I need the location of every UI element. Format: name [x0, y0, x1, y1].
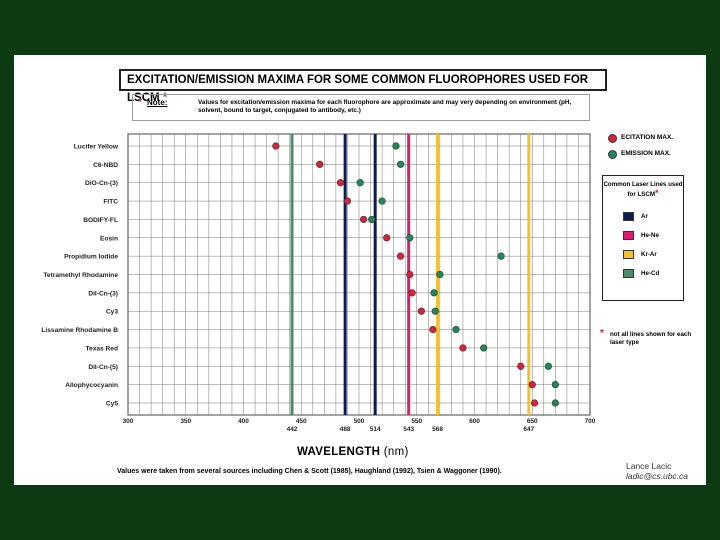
note-asterisk: *	[138, 97, 142, 108]
laser-kr-ar-label: Kr-Ar	[641, 251, 657, 258]
emission-point	[452, 325, 460, 334]
legend-excitation-label: ECITATION MAX.	[621, 134, 674, 141]
fluorophore-label: Cy5	[106, 401, 118, 408]
fluorophore-label: Propidium Iodide	[64, 254, 118, 261]
fluorophore-label: BODIFY-FL	[83, 217, 118, 224]
excitation-point	[429, 325, 437, 334]
emission-point	[480, 344, 488, 352]
legend-emission-label: EMISSION MAX.	[621, 150, 671, 157]
fluorophore-label: Lucifer Yellow	[74, 144, 119, 151]
excitation-point	[459, 344, 467, 352]
x-tick-label: 300	[123, 418, 134, 425]
fluorophore-label: FITC	[103, 199, 118, 206]
emission-point	[378, 197, 386, 205]
fluorophore-label: Texas Red	[86, 345, 119, 352]
excitation-point	[517, 362, 525, 370]
emission-point	[551, 399, 559, 407]
emission-marker-icon	[608, 150, 617, 159]
laser-line-label-568: 568	[432, 426, 443, 433]
legend-emission: EMISSION MAX.	[606, 148, 706, 164]
emission-point	[431, 307, 439, 315]
excitation-point	[272, 142, 280, 150]
excitation-point	[396, 252, 405, 260]
x-tick-label: 550	[411, 418, 422, 425]
emission-point	[396, 160, 405, 168]
author-name: Lance Lacic	[626, 461, 672, 471]
fluorophore-label: DiI-Cn-(5)	[88, 364, 118, 371]
fluorophore-label: C6-NBD	[93, 162, 118, 169]
laser-line-label-543: 543	[403, 426, 414, 433]
x-tick-label: 500	[354, 418, 365, 425]
excitation-point	[360, 215, 368, 224]
emission-point	[430, 289, 438, 297]
excitation-point	[528, 381, 536, 389]
emission-point	[356, 179, 364, 187]
emission-point	[497, 252, 505, 260]
fluorophore-label: DiO-Cn-(3)	[85, 180, 118, 187]
x-tick-label: 350	[180, 418, 191, 425]
laser-ar-label: Ar	[641, 213, 648, 220]
excitation-point	[417, 307, 425, 315]
x-axis-label: WAVELENGTH	[297, 446, 381, 458]
laser-legend-box: Common Laser Lines used for LSCM* Ar He-…	[602, 175, 684, 301]
excitation-point	[336, 179, 345, 187]
fluorophore-label: DiI-Cn-(3)	[88, 290, 118, 297]
emission-point	[551, 381, 559, 389]
laser-line-label-442: 442	[287, 426, 298, 433]
excitation-point	[343, 197, 352, 205]
laser-line-label-647: 647	[523, 426, 534, 433]
excitation-marker-icon	[608, 134, 617, 143]
laser-he-cd-swatch	[623, 269, 634, 278]
laser-line-label-514: 514	[370, 426, 381, 433]
fluorophore-label: Eosin	[100, 235, 118, 242]
laser-he-ne-swatch	[623, 231, 634, 240]
legend-excitation: ECITATION MAX.	[606, 132, 706, 148]
chart-title-box: EXCITATION/EMISSION MAXIMA FOR SOME COMM…	[119, 69, 607, 104]
x-axis-title: WAVELENGTH (nm)	[297, 446, 409, 458]
fluorophore-label: Tetramethyl Rhodamine	[43, 272, 118, 279]
laser-legend-title: Common Laser Lines used for LSCM*	[603, 181, 683, 199]
x-tick-label: 400	[238, 418, 249, 425]
emission-point	[392, 142, 400, 150]
x-axis-unit: (nm)	[383, 446, 409, 458]
sources-footnote: Values were taken from several sources i…	[117, 468, 502, 475]
marker-legend: ECITATION MAX. EMISSION MAX.	[606, 132, 706, 164]
x-tick-label: 650	[527, 418, 538, 425]
laser-kr-ar-swatch	[623, 250, 634, 259]
author-email: ladic@cs.ubc.ca	[626, 471, 689, 481]
laser-line-label-488: 488	[340, 426, 351, 433]
laser-he-cd-label: He-Cd	[641, 270, 660, 277]
slide-panel: EXCITATION/EMISSION MAXIMA FOR SOME COMM…	[14, 55, 706, 485]
x-tick-label: 450	[296, 418, 307, 425]
note-label: Note:	[147, 98, 168, 107]
x-tick-label: 700	[585, 418, 596, 425]
laser-legend-asterisk: *	[654, 188, 659, 198]
x-tick-label: 600	[469, 418, 480, 425]
note-box: * Note: Values for excitation/emission m…	[132, 94, 590, 121]
chart-plot: 442 488 514 543 568 647 Lucifer Yellow C6-NBD D…	[41, 133, 596, 433]
excitation-point	[406, 270, 414, 279]
emission-point	[544, 362, 553, 370]
laser-legend-title-text: Common Laser Lines used for LSCM	[603, 181, 683, 198]
laser-ar-swatch	[623, 212, 634, 221]
author-credit: Lance Lacic ladic@cs.ubc.ca	[626, 461, 688, 481]
emission-point	[436, 270, 444, 279]
laser-footnote-asterisk: *	[600, 328, 604, 339]
laser-footnote-text: not all lines shown for each laser type	[610, 331, 692, 346]
emission-point	[368, 215, 376, 224]
fluorophore-label: Lissamine Rhodamine B	[41, 327, 118, 334]
title-asterisk: *	[162, 92, 168, 104]
excitation-point	[316, 160, 324, 168]
fluorophore-label: Allophycocyanin	[65, 382, 118, 389]
excitation-point	[408, 289, 416, 297]
note-text: Values for excitation/emission maxima fo…	[198, 99, 572, 114]
laser-he-ne-label: He-Ne	[641, 232, 659, 239]
emission-point	[406, 234, 414, 242]
excitation-point	[383, 234, 391, 242]
chart-title: EXCITATION/EMISSION MAXIMA FOR SOME COMM…	[127, 74, 589, 104]
fluorophore-label: Cy3	[106, 309, 118, 316]
excitation-point	[530, 399, 539, 407]
